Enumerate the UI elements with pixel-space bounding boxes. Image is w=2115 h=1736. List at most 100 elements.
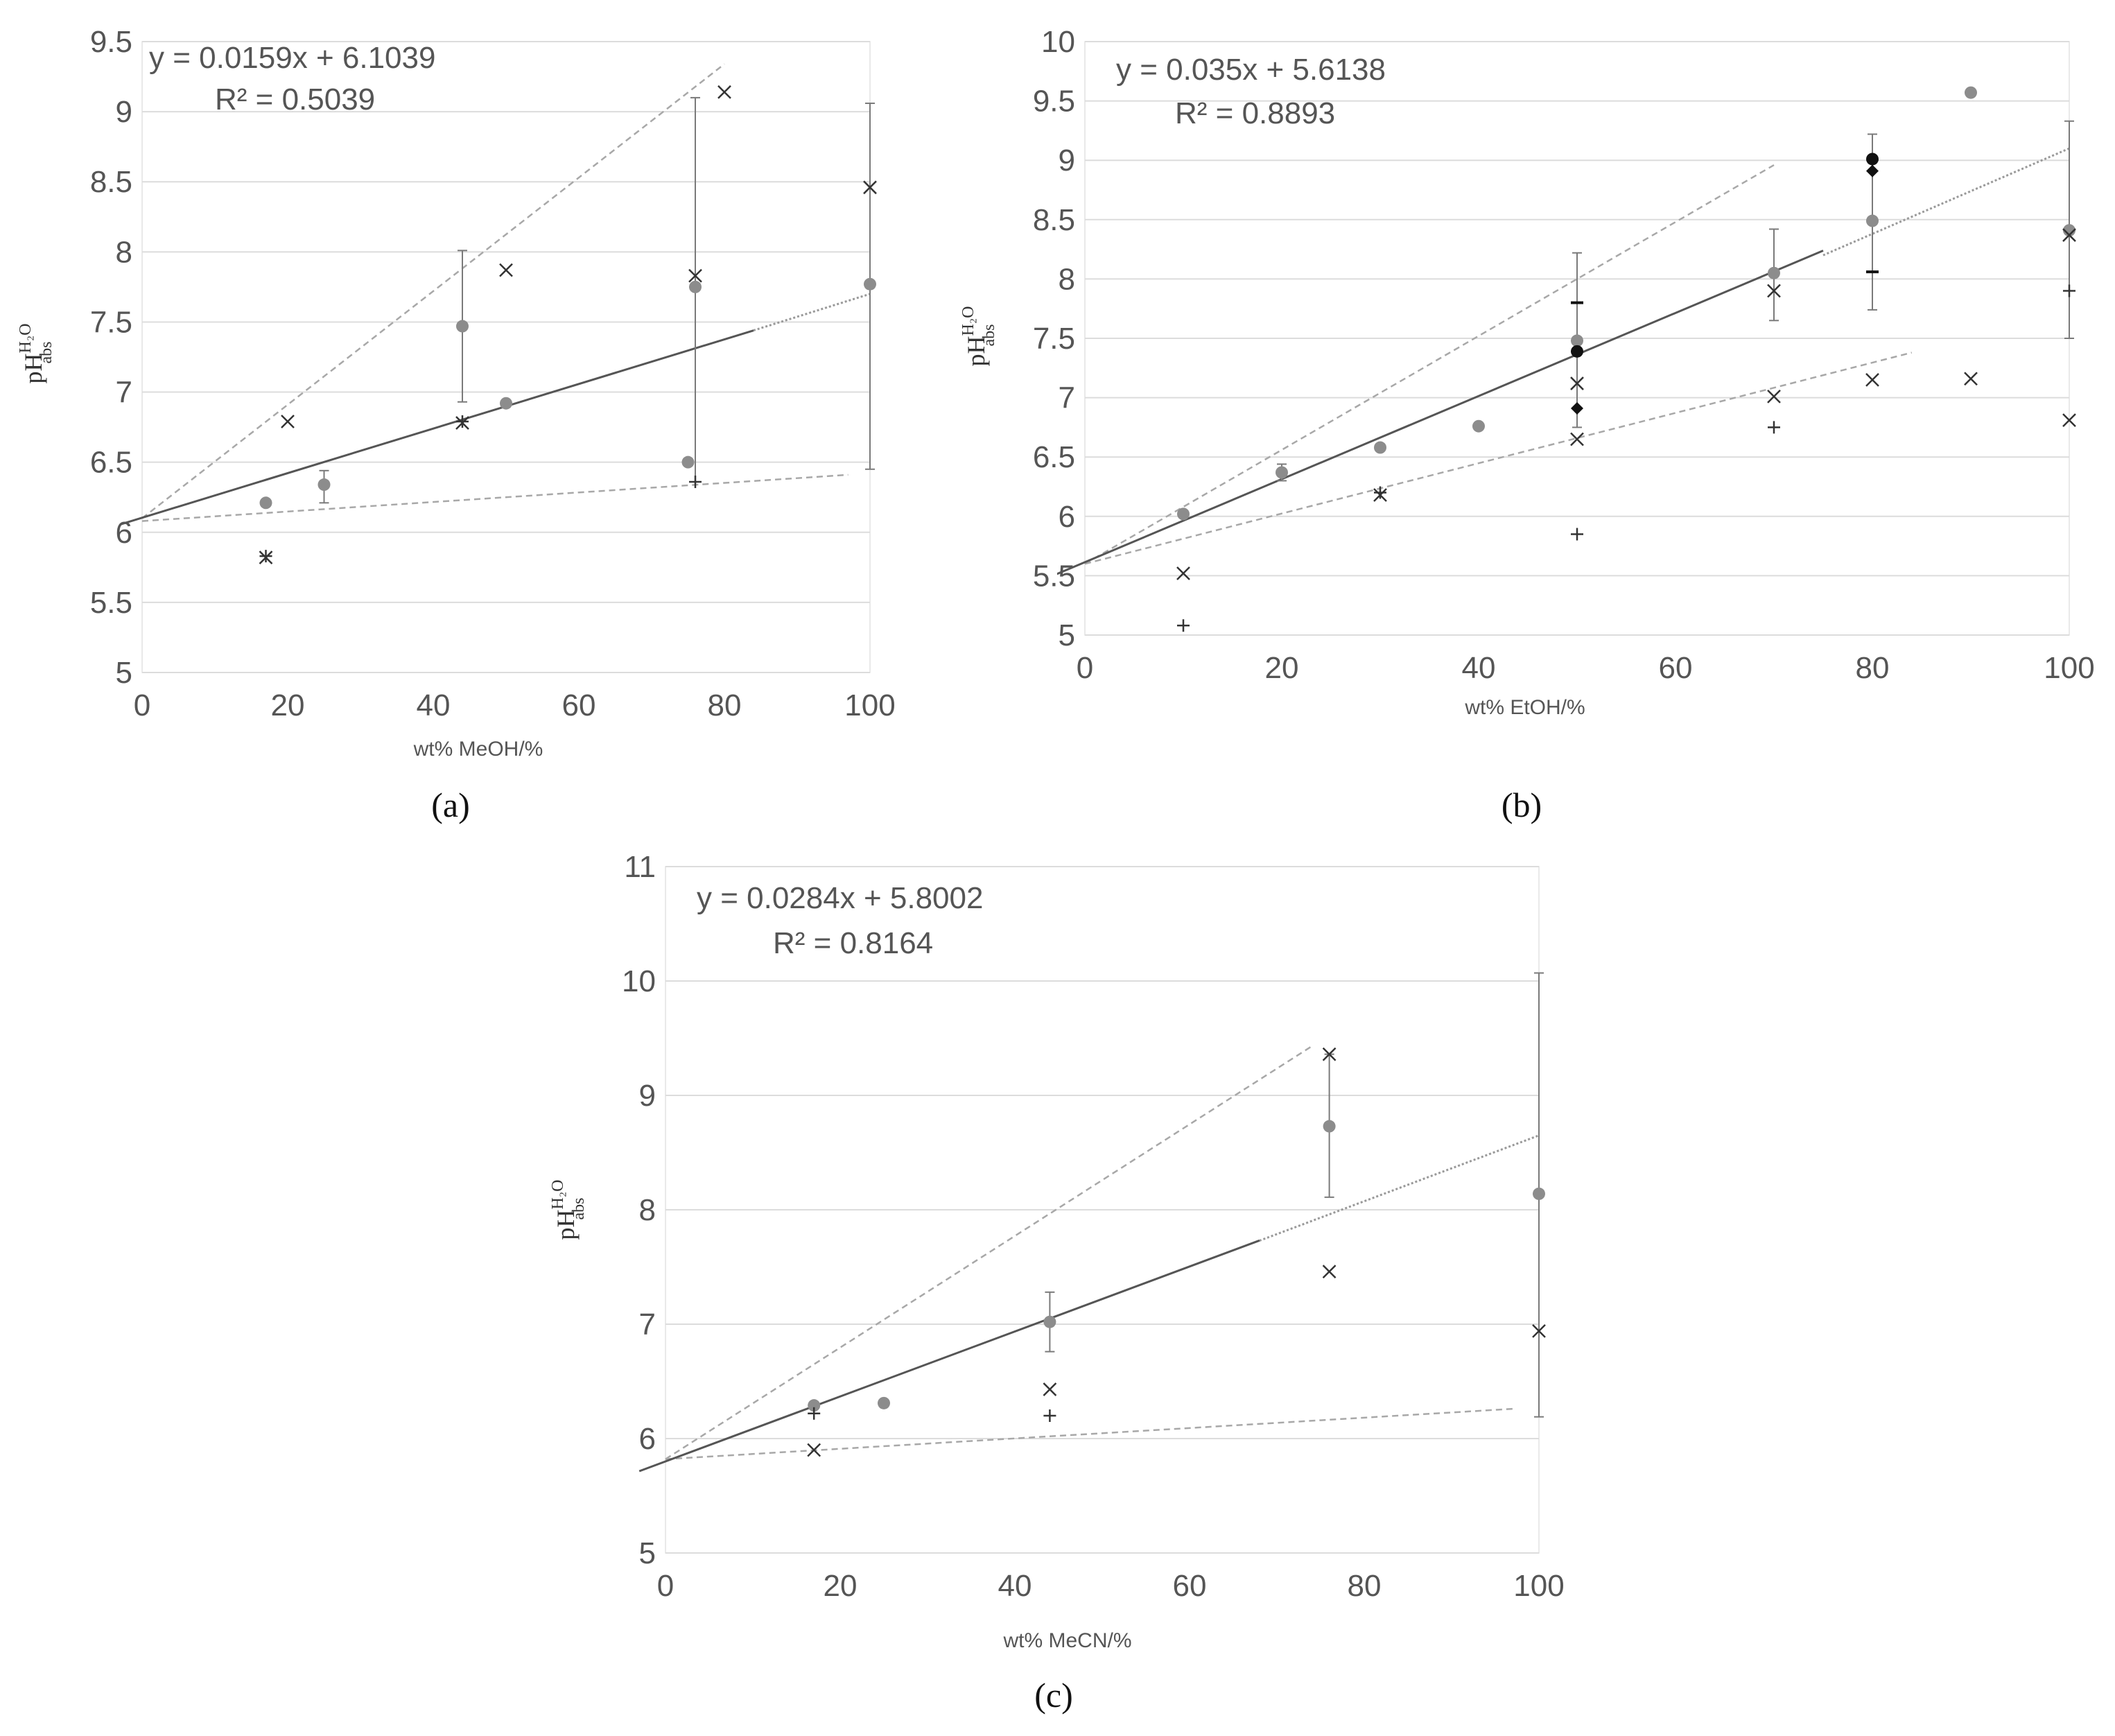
y-tick-label: 6.5 xyxy=(90,446,132,480)
x-tick-label: 0 xyxy=(134,688,150,722)
bound-line xyxy=(141,63,725,519)
data-point-mean xyxy=(259,496,272,510)
x-tick-label: 80 xyxy=(1856,651,1890,685)
y-tick-label: 9 xyxy=(116,95,132,129)
data-point-cross xyxy=(688,268,702,283)
x-tick-label: 20 xyxy=(824,1569,858,1603)
data-point-cross xyxy=(1570,432,1584,446)
y-tick-label: 5.5 xyxy=(90,586,132,620)
trendline xyxy=(1057,250,1824,575)
y-tick-label: 8.5 xyxy=(1033,203,1075,237)
x-tick-label: 0 xyxy=(1077,651,1093,685)
panel-label: (c) xyxy=(1034,1676,1073,1715)
trendline-r2: R² = 0.8164 xyxy=(773,926,933,960)
x-tick-label: 100 xyxy=(2044,651,2094,685)
data-point-mean xyxy=(681,455,695,469)
data-point-plus xyxy=(2063,284,2075,297)
data-point-mean xyxy=(864,277,876,290)
plot-marks xyxy=(120,63,877,565)
data-point-cross xyxy=(717,85,731,99)
panel-label: (b) xyxy=(1502,785,1542,824)
data-point-cross xyxy=(863,180,877,195)
y-tick-label: 10 xyxy=(622,964,656,998)
data-point-filled-circle xyxy=(1571,345,1583,358)
x-axis-title: wt% MeOH/% xyxy=(413,738,543,761)
plot-area xyxy=(141,41,871,673)
data-point-mean xyxy=(1472,419,1485,433)
y-axis-title-sub: abs xyxy=(980,324,998,346)
trendline-extension xyxy=(1259,1134,1540,1242)
data-point-mean xyxy=(1965,86,1977,99)
trendline xyxy=(638,1239,1260,1473)
trendline xyxy=(120,329,754,526)
data-point-mean xyxy=(1323,1120,1336,1133)
y-axis-title-sub: abs xyxy=(570,1197,588,1219)
x-tick-label: 40 xyxy=(417,688,451,722)
y-tick-label: 10 xyxy=(1041,25,1075,59)
y-tick-label: 8 xyxy=(116,235,132,269)
plot-marks xyxy=(1057,86,2076,632)
data-point-plus xyxy=(1177,619,1190,632)
bound-line xyxy=(665,1407,1513,1460)
x-tick-label: 20 xyxy=(1265,651,1299,685)
data-point-cross xyxy=(1532,1324,1546,1338)
x-tick-label: 40 xyxy=(1462,651,1496,685)
y-axis-title-sup: H₂O xyxy=(959,306,977,336)
x-tick-label: 40 xyxy=(998,1569,1032,1603)
data-point-cross xyxy=(807,1443,821,1457)
trendline-extension xyxy=(753,293,871,332)
data-point-cross xyxy=(1865,373,1879,387)
data-point-mean xyxy=(317,478,331,492)
data-point-cross xyxy=(281,415,295,428)
plot-marks xyxy=(638,972,1546,1473)
bound-line xyxy=(665,1045,1313,1460)
x-tick-label: 100 xyxy=(1513,1569,1564,1603)
data-point-diamond xyxy=(1571,402,1583,415)
data-point-mean xyxy=(1043,1315,1056,1328)
y-axis-title: pHH₂O abs xyxy=(549,1179,588,1240)
y-tick-label: 5 xyxy=(116,656,132,690)
x-axis-title: wt% EtOH/% xyxy=(1464,696,1585,719)
y-axis-title-main: pH xyxy=(19,354,47,384)
x-axis-title: wt% MeCN/% xyxy=(1002,1629,1131,1652)
data-point-mean xyxy=(1276,466,1288,479)
y-tick-label: 8.5 xyxy=(90,165,132,199)
data-point-mean xyxy=(1866,214,1879,227)
y-tick-label: 6 xyxy=(1059,500,1075,534)
trendline-extension xyxy=(1822,147,2070,257)
data-point-cross xyxy=(499,263,513,277)
y-tick-label: 7 xyxy=(116,376,132,410)
data-point-plus xyxy=(808,1407,821,1420)
trendline-equation: y = 0.0159x + 6.1039 xyxy=(149,41,435,75)
data-point-mean xyxy=(500,397,512,410)
y-axis-title-sup: H₂O xyxy=(17,323,35,353)
data-point-mean xyxy=(1768,266,1780,279)
x-tick-label: 80 xyxy=(708,688,742,722)
x-tick-label: 100 xyxy=(844,688,895,722)
data-point-cross xyxy=(1767,284,1781,298)
x-tick-label: 0 xyxy=(657,1569,674,1603)
data-point-cross xyxy=(1767,390,1781,403)
y-tick-label: 8 xyxy=(639,1193,656,1227)
trendline-equation: y = 0.035x + 5.6138 xyxy=(1116,53,1386,87)
data-point-cross xyxy=(1176,566,1190,580)
trendline-equation: y = 0.0284x + 5.8002 xyxy=(697,881,983,915)
x-tick-label: 20 xyxy=(271,688,305,722)
y-axis-title-main: pH xyxy=(962,336,990,367)
y-tick-label: 7.5 xyxy=(1033,322,1075,356)
data-point-mean xyxy=(456,320,469,333)
panel-label: (a) xyxy=(431,785,470,824)
y-tick-label: 7 xyxy=(639,1308,656,1342)
data-point-cross xyxy=(1322,1047,1337,1061)
data-point-plus xyxy=(259,550,272,563)
y-tick-label: 9.5 xyxy=(1033,85,1075,119)
trendline-r2: R² = 0.8893 xyxy=(1175,96,1335,130)
data-point-plus xyxy=(689,475,702,488)
data-point-mean xyxy=(1533,1187,1545,1200)
data-point-cross xyxy=(1964,372,1978,386)
y-axis-title: pHH₂O abs xyxy=(959,306,998,366)
y-tick-label: 5.5 xyxy=(1033,559,1075,593)
data-point-cross xyxy=(2062,228,2076,242)
